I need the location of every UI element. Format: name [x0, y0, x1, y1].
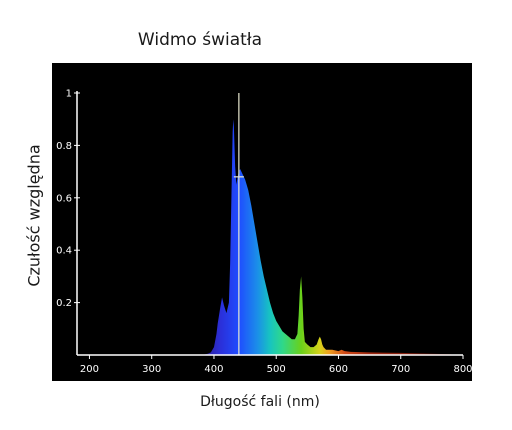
x-tick-label: 700	[391, 364, 410, 375]
x-tick-label: 600	[329, 364, 348, 375]
y-tick-label: 0.2	[56, 298, 72, 309]
x-tick-label: 300	[142, 364, 161, 375]
x-axis-title: Długość fali (nm)	[200, 394, 320, 410]
chart-title: Widmo światła	[137, 30, 263, 50]
x-tick-label: 200	[80, 364, 99, 375]
y-tick-label: 1	[66, 89, 72, 100]
spectrum-area-0	[201, 119, 454, 355]
x-tick-label: 800	[453, 364, 472, 375]
spectrum-chart: 0.2 0.4 0.6 0.8 1 200 300 400 500 600 700 800	[52, 63, 472, 381]
y-tick-label: 0.4	[56, 246, 72, 257]
y-tick-label: 0.6	[56, 193, 72, 204]
y-tick-label: 0.8	[56, 141, 72, 152]
x-tick-label: 400	[204, 364, 223, 375]
y-axis-title: Czułość względna	[24, 144, 44, 287]
x-tick-label: 500	[267, 364, 286, 375]
